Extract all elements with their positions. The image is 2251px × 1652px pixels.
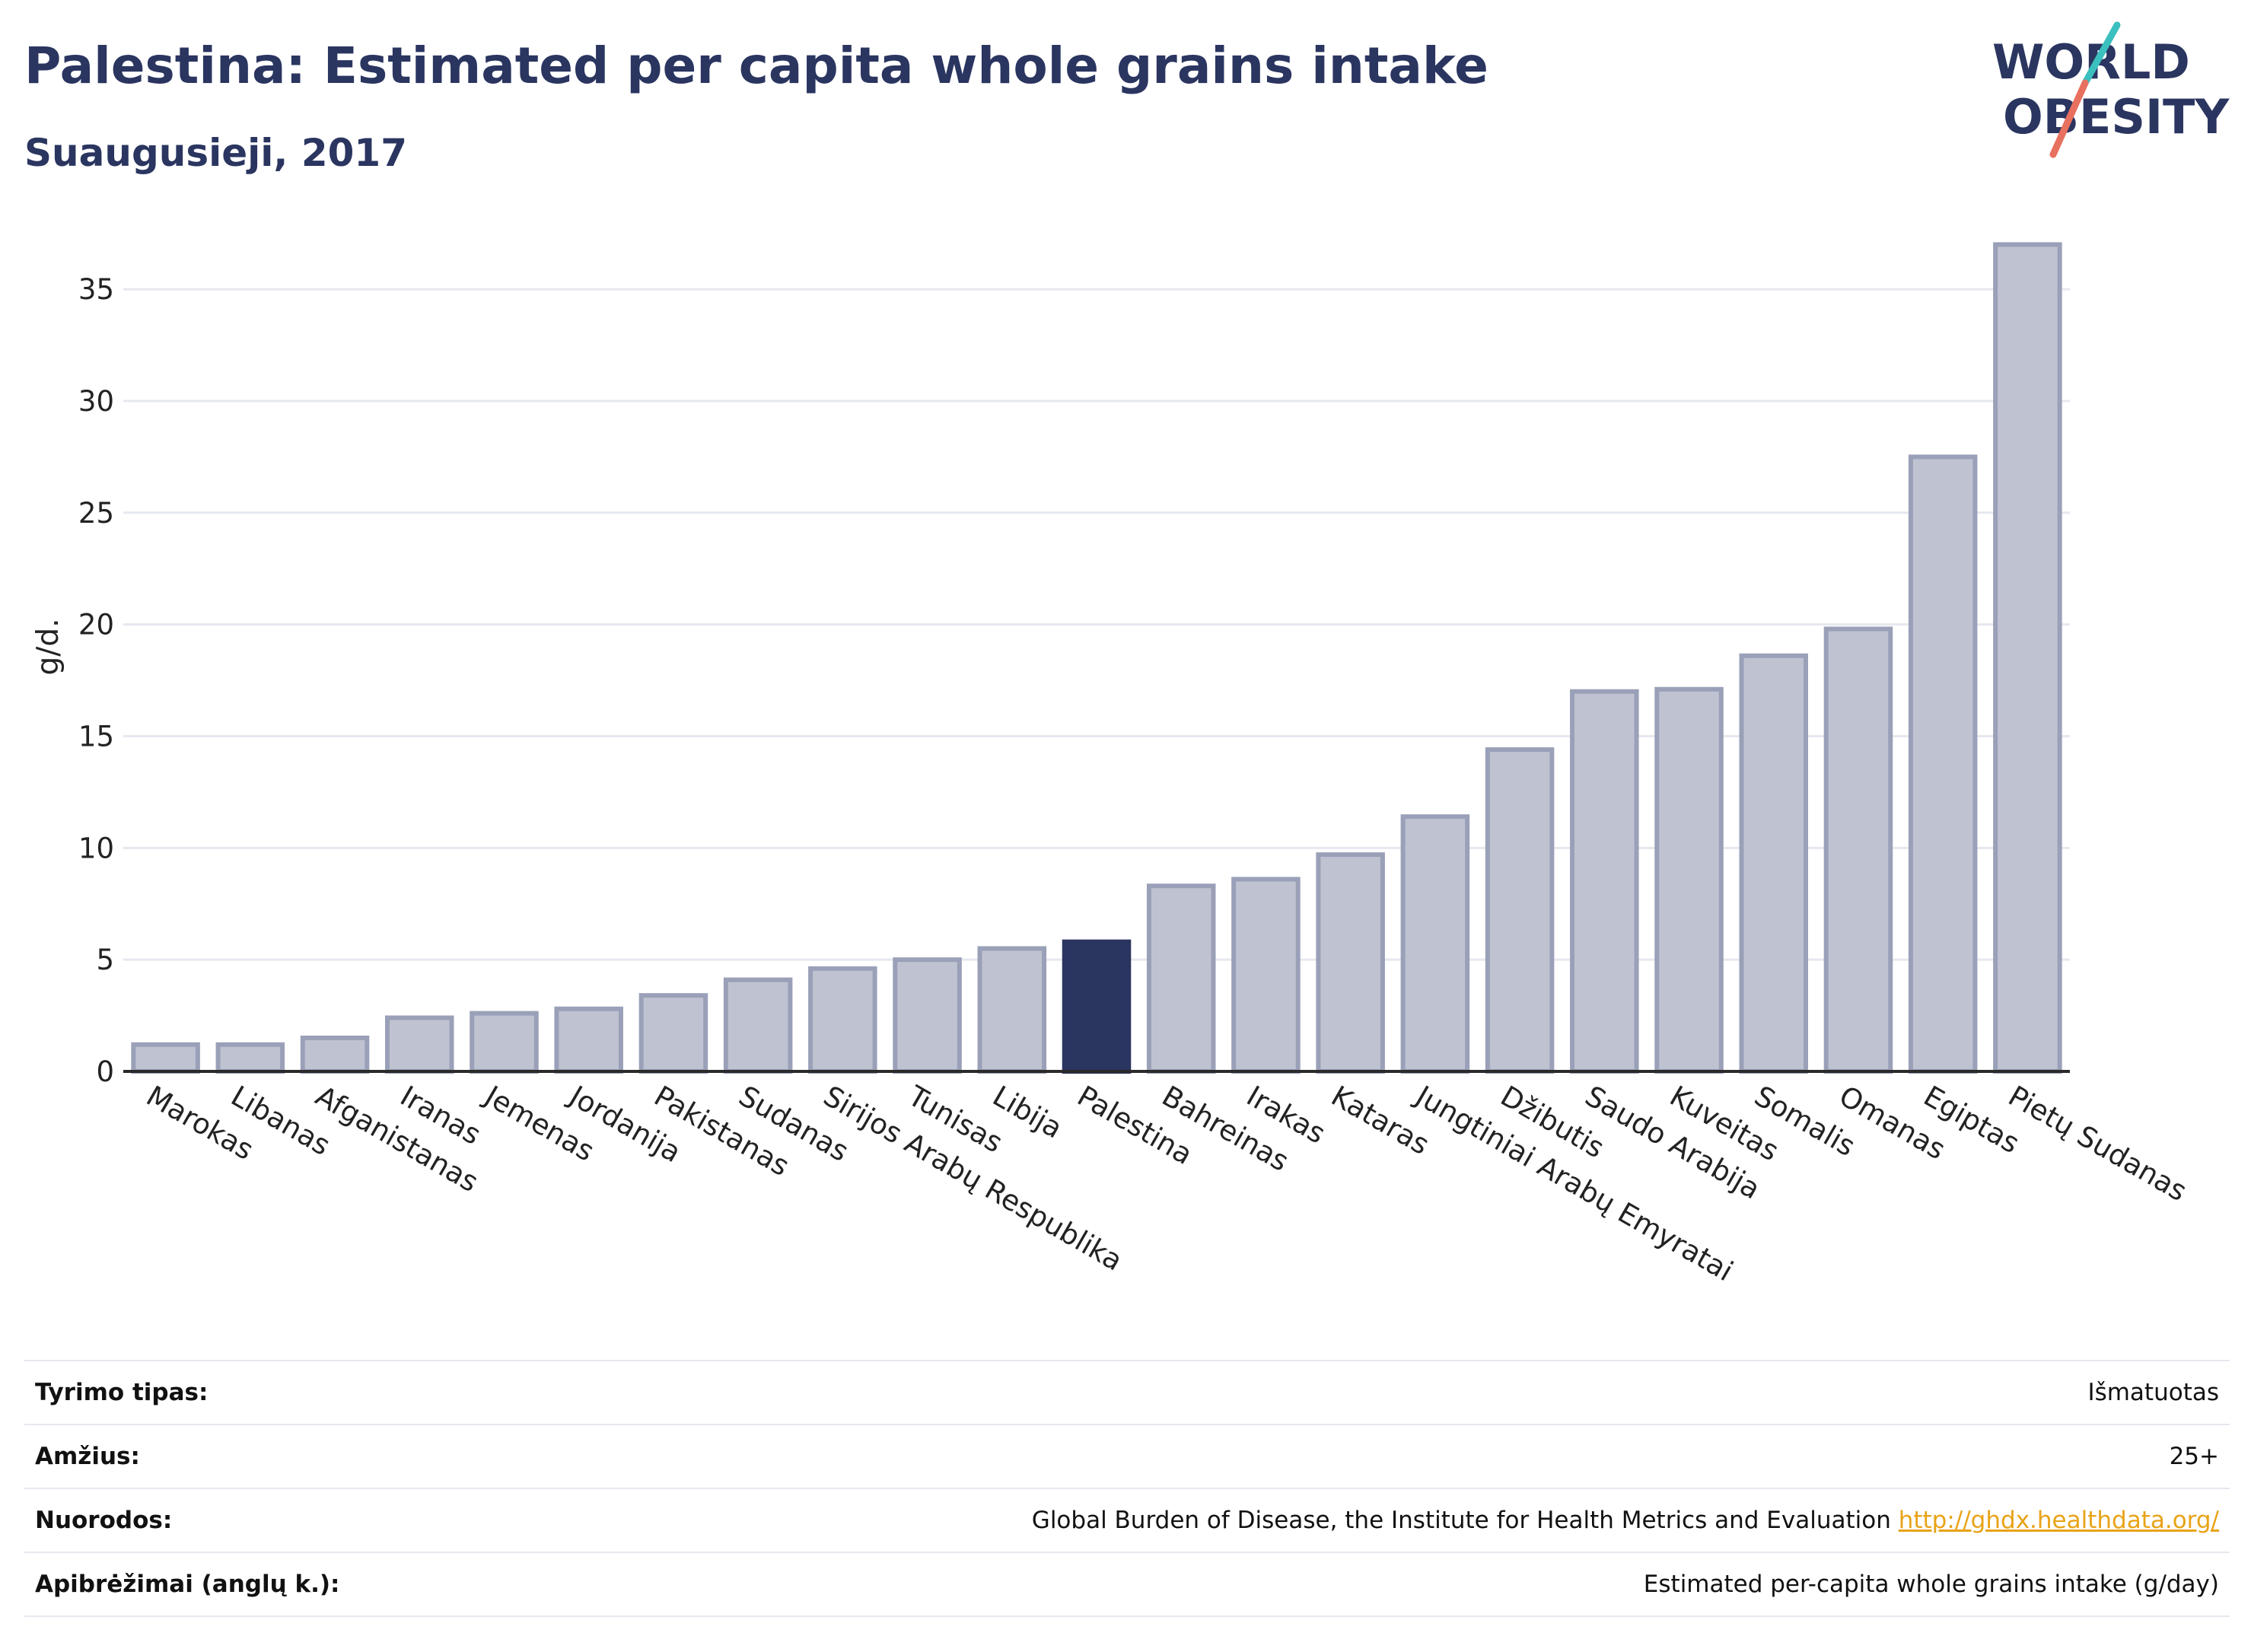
bar — [1231, 877, 1301, 1074]
chart-subtitle: Suaugusieji, 2017 — [24, 131, 407, 175]
info-value: Išmatuotas — [2087, 1379, 2219, 1406]
bar — [808, 966, 877, 1074]
reference-link[interactable]: http://ghdx.healthdata.org/ — [1898, 1507, 2219, 1534]
info-label: Nuorodos: — [35, 1507, 173, 1534]
info-label: Tyrimo tipas: — [35, 1379, 209, 1406]
bar — [300, 1035, 370, 1074]
chart-title: Palestina: Estimated per capita whole gr… — [24, 37, 1488, 95]
info-label: Apibrėžimai (anglų k.): — [35, 1571, 340, 1598]
bar — [1485, 747, 1555, 1074]
y-tick-label: 0 — [96, 1055, 114, 1088]
info-row-age: Amžius: 25+ — [24, 1424, 2230, 1488]
bar — [1739, 653, 1809, 1074]
logo-line-2: OBESITY — [2003, 89, 2230, 145]
info-row-study-type: Tyrimo tipas: Išmatuotas — [24, 1360, 2230, 1424]
bar — [977, 946, 1047, 1074]
x-tick-label: Kataras — [1326, 1080, 1434, 1162]
y-tick-label: 20 — [78, 609, 114, 641]
bar — [1316, 852, 1385, 1074]
bar — [1993, 242, 2062, 1074]
logo-line-1: WORLD — [1992, 34, 2190, 90]
info-value: 25+ — [2169, 1443, 2219, 1470]
y-tick-label: 25 — [78, 497, 114, 530]
bar — [470, 1011, 539, 1074]
bar — [1570, 689, 1639, 1074]
y-tick-label: 30 — [78, 385, 114, 418]
logo-slash-teal — [2081, 21, 2121, 87]
bar — [1823, 626, 1893, 1074]
bar — [1908, 454, 1978, 1074]
bar — [1146, 883, 1216, 1074]
bar — [1400, 814, 1470, 1074]
world-obesity-logo: WORLD OBESITY — [1979, 19, 2237, 164]
bar — [638, 993, 708, 1074]
x-tick-label: Pietų Sudanas — [2003, 1080, 2192, 1208]
info-value-references: Global Burden of Disease, the Institute … — [1032, 1507, 2230, 1534]
bar — [893, 957, 962, 1074]
y-tick-label: 5 — [96, 944, 114, 976]
info-value: Estimated per-capita whole grains intake… — [1643, 1571, 2219, 1598]
y-tick-label: 15 — [78, 720, 114, 753]
y-tick-label: 35 — [78, 273, 114, 306]
bar-highlighted — [1062, 939, 1132, 1074]
bar — [384, 1015, 454, 1074]
info-label: Amžius: — [35, 1443, 140, 1470]
bar — [554, 1006, 623, 1074]
bar-chart: 0 5 10 15 20 25 30 35 g/d. Marokas Libanas Afganist… — [31, 242, 2192, 1288]
bar — [215, 1042, 285, 1074]
logo-slash-red — [2049, 79, 2089, 158]
bar — [1654, 686, 1724, 1074]
info-table: Tyrimo tipas: Išmatuotas Amžius: 25+ Nuo… — [24, 1360, 2230, 1617]
y-tick-label: 10 — [78, 832, 114, 864]
bar — [131, 1042, 200, 1074]
bar — [723, 977, 793, 1074]
reference-text: Global Burden of Disease, the Institute … — [1031, 1507, 1891, 1534]
y-axis-title: g/d. — [31, 618, 65, 675]
info-row-definitions: Apibrėžimai (anglų k.): Estimated per-ca… — [24, 1552, 2230, 1617]
info-row-references: Nuorodos: Global Burden of Disease, the … — [24, 1488, 2230, 1552]
